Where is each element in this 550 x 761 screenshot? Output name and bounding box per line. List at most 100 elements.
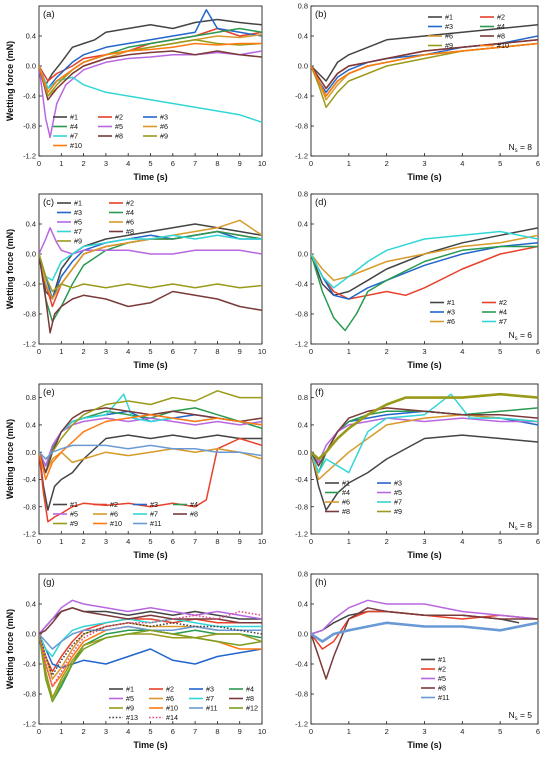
x-tick-label: 0 bbox=[309, 727, 313, 736]
legend-label-5: #5 bbox=[70, 510, 78, 519]
y-tick-label: -0.8 bbox=[295, 310, 308, 319]
x-tick-label: 10 bbox=[258, 159, 266, 168]
x-tick-label: 1 bbox=[347, 159, 351, 168]
legend-label-12: #12 bbox=[246, 704, 258, 713]
x-tick-label: 2 bbox=[385, 537, 389, 546]
legend-label-6: #6 bbox=[160, 122, 168, 131]
x-axis-label: Time (s) bbox=[133, 172, 167, 182]
x-tick-label: 0 bbox=[37, 159, 41, 168]
y-tick-label: -0.8 bbox=[295, 502, 308, 511]
y-tick-label: -0.8 bbox=[23, 122, 36, 131]
panel-label: (c) bbox=[43, 197, 54, 208]
legend-label-3: #3 bbox=[445, 22, 453, 31]
legend-label-3: #3 bbox=[206, 685, 214, 694]
series-line-3 bbox=[311, 242, 538, 300]
legend-label-8: #8 bbox=[126, 227, 134, 236]
series-line-1 bbox=[39, 434, 262, 511]
legend-label-1: #1 bbox=[126, 685, 134, 694]
y-tick-label: -1.2 bbox=[23, 530, 36, 539]
series-line-10 bbox=[39, 625, 262, 688]
y-tick-label: -0.4 bbox=[23, 92, 36, 101]
legend-label-3: #3 bbox=[74, 208, 82, 217]
legend-label-3: #3 bbox=[394, 479, 402, 488]
legend-label-5: #5 bbox=[438, 674, 446, 683]
x-tick-label: 3 bbox=[422, 537, 426, 546]
series-line-5 bbox=[39, 599, 262, 635]
x-axis-label: Time (s) bbox=[133, 360, 167, 370]
y-tick-label: -1.2 bbox=[295, 340, 308, 349]
legend-label-6: #6 bbox=[126, 218, 134, 227]
panel-label: (b) bbox=[315, 9, 327, 20]
series-line-5 bbox=[39, 50, 262, 139]
x-tick-label: 6 bbox=[171, 727, 175, 736]
y-tick-label: -0.8 bbox=[23, 502, 36, 511]
series-line-6 bbox=[311, 413, 538, 481]
series-line-12 bbox=[39, 629, 262, 703]
legend-label-6: #6 bbox=[110, 510, 118, 519]
legend-label-4: #4 bbox=[497, 22, 505, 31]
y-tick-label: -0.8 bbox=[295, 122, 308, 131]
y-tick-label: 0.0 bbox=[298, 630, 308, 639]
legend-label-11: #11 bbox=[438, 693, 449, 702]
chart-panel-3: 0 1 2 3 4 5 6 7 8 9 10 -1.2 -0.8 -0.4 0.0 0.4 Time (s) We… bbox=[5, 193, 266, 370]
series-line-7 bbox=[39, 393, 262, 474]
x-axis-label: Time (s) bbox=[133, 550, 167, 560]
x-tick-label: 2 bbox=[385, 159, 389, 168]
y-tick-label: 0.0 bbox=[26, 62, 36, 71]
x-tick-label: 3 bbox=[104, 727, 108, 736]
y-tick-label: -0.4 bbox=[23, 660, 36, 669]
x-tick-label: 5 bbox=[498, 537, 502, 546]
legend-label-7: #7 bbox=[394, 498, 402, 507]
x-tick-label: 6 bbox=[171, 159, 175, 168]
x-tick-label: 7 bbox=[193, 347, 197, 356]
legend-label-2: #2 bbox=[115, 113, 123, 122]
series-line-4 bbox=[39, 27, 262, 94]
legend-label-1: #1 bbox=[445, 13, 453, 22]
x-tick-label: 8 bbox=[215, 347, 219, 356]
x-tick-label: 5 bbox=[498, 159, 502, 168]
legend-label-13: #13 bbox=[126, 713, 138, 722]
legend: #1 #2 #3 #4 #5 #6 #7 #8 #9 #10 #11 #12 #13 #14 bbox=[109, 685, 258, 722]
legend-label-3: #3 bbox=[150, 500, 158, 509]
panel-label: (g) bbox=[43, 577, 55, 588]
y-tick-label: -1.2 bbox=[23, 152, 36, 161]
x-tick-label: 2 bbox=[82, 727, 86, 736]
legend-label-8: #8 bbox=[190, 510, 198, 519]
legend-label-3: #3 bbox=[160, 113, 168, 122]
series-group bbox=[39, 390, 262, 523]
y-tick-label: 0.0 bbox=[26, 250, 36, 259]
series-line-1 bbox=[39, 18, 262, 86]
series-line-7 bbox=[39, 234, 262, 282]
y-tick-label: 0.8 bbox=[298, 2, 308, 11]
series-line-8 bbox=[311, 39, 538, 90]
series-line-9 bbox=[39, 253, 262, 293]
legend-label-4: #4 bbox=[499, 308, 507, 317]
legend-label-10: #10 bbox=[497, 41, 509, 50]
legend-label-5: #5 bbox=[74, 218, 82, 227]
legend-label-7: #7 bbox=[74, 227, 82, 236]
legend-label-9: #9 bbox=[126, 704, 134, 713]
x-axis-label: Time (s) bbox=[407, 740, 441, 750]
legend-label-1: #1 bbox=[70, 113, 78, 122]
legend-label-7: #7 bbox=[150, 510, 158, 519]
legend: #1 #2 #3 #4 #5 #6 #7 #8 #9 #10 #11 bbox=[53, 500, 198, 528]
y-tick-label: 0.8 bbox=[26, 393, 36, 402]
x-tick-label: 9 bbox=[238, 727, 242, 736]
ns-symbol: N bbox=[508, 330, 514, 340]
legend-label-1: #1 bbox=[70, 500, 78, 509]
legend-label-9: #9 bbox=[445, 41, 453, 50]
y-tick-label: -0.8 bbox=[295, 690, 308, 699]
legend-label-1: #1 bbox=[438, 655, 446, 664]
x-tick-label: 1 bbox=[59, 159, 63, 168]
legend-label-4: #4 bbox=[246, 685, 254, 694]
x-tick-label: 2 bbox=[385, 347, 389, 356]
x-axis-label: Time (s) bbox=[407, 360, 441, 370]
legend-label-2: #2 bbox=[166, 685, 174, 694]
series-line-8 bbox=[39, 253, 262, 334]
x-tick-label: 0 bbox=[37, 347, 41, 356]
series-line-14 bbox=[39, 610, 262, 688]
legend-label-1: #1 bbox=[74, 199, 82, 208]
y-axis-label: Wetting force (mN) bbox=[5, 419, 15, 499]
series-group bbox=[311, 227, 538, 332]
